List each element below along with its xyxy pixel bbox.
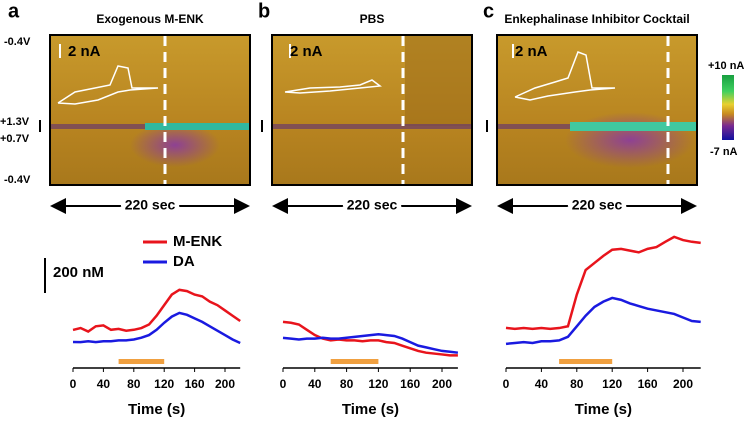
x-tick-label: 200 (215, 377, 235, 391)
cv-scale: 2 nA (290, 43, 323, 60)
trace (282, 332, 459, 354)
x-tick-label: 0 (503, 377, 510, 391)
x-axis-title: Time (s) (128, 401, 185, 418)
x-tick-label: 200 (432, 377, 452, 391)
stimulus-bar (330, 359, 379, 364)
x-tick-label: 0 (70, 377, 77, 391)
time-span: 220 sec (572, 197, 623, 213)
panel-label: b (258, 0, 270, 22)
trace (72, 311, 241, 345)
x-tick-label: 80 (570, 377, 584, 391)
x-tick-label: 40 (535, 377, 549, 391)
stimulus-bar (559, 359, 613, 364)
x-axis-title: Time (s) (575, 401, 632, 418)
colorbar-label: -7 nA (710, 146, 738, 158)
legend-label: M-ENK (173, 233, 222, 250)
panel-title: Exogenous M-ENK (96, 12, 204, 26)
panel-title: PBS (360, 12, 385, 26)
scale-bar-label: 200 nM (53, 264, 104, 281)
time-span: 220 sec (347, 197, 398, 213)
color-plots (39, 34, 734, 186)
x-tick-label: 80 (127, 377, 141, 391)
trace (72, 288, 241, 333)
x-tick-label: 120 (368, 377, 388, 391)
x-axis-title: Time (s) (342, 401, 399, 418)
stimulus-bar (118, 359, 165, 364)
x-tick-label: 40 (97, 377, 111, 391)
cv-scale: 2 nA (68, 43, 101, 60)
voltage-label: -0.4V (4, 36, 31, 48)
voltage-label: +1.3V (0, 116, 30, 128)
voltage-label: -0.4V (4, 174, 31, 186)
time-span: 220 sec (125, 197, 176, 213)
trace (282, 320, 458, 357)
x-tick-label: 120 (602, 377, 622, 391)
panel-label: a (8, 0, 20, 22)
legend-label: DA (173, 253, 195, 270)
x-tick-label: 120 (154, 377, 174, 391)
x-tick-label: 160 (638, 377, 658, 391)
cv-scale: 2 nA (515, 43, 548, 60)
trace (505, 235, 701, 331)
voltage-label: +0.7V (0, 133, 30, 145)
x-tick-label: 80 (340, 377, 354, 391)
colorbar-label: +10 nA (708, 60, 744, 72)
x-tick-label: 40 (308, 377, 322, 391)
trace (505, 296, 701, 346)
x-tick-label: 0 (280, 377, 287, 391)
x-tick-label: 160 (185, 377, 205, 391)
panel-title: Enkephalinase Inhibitor Cocktail (504, 12, 689, 26)
x-tick-label: 160 (400, 377, 420, 391)
x-tick-label: 200 (673, 377, 693, 391)
panel-label: c (483, 0, 494, 22)
